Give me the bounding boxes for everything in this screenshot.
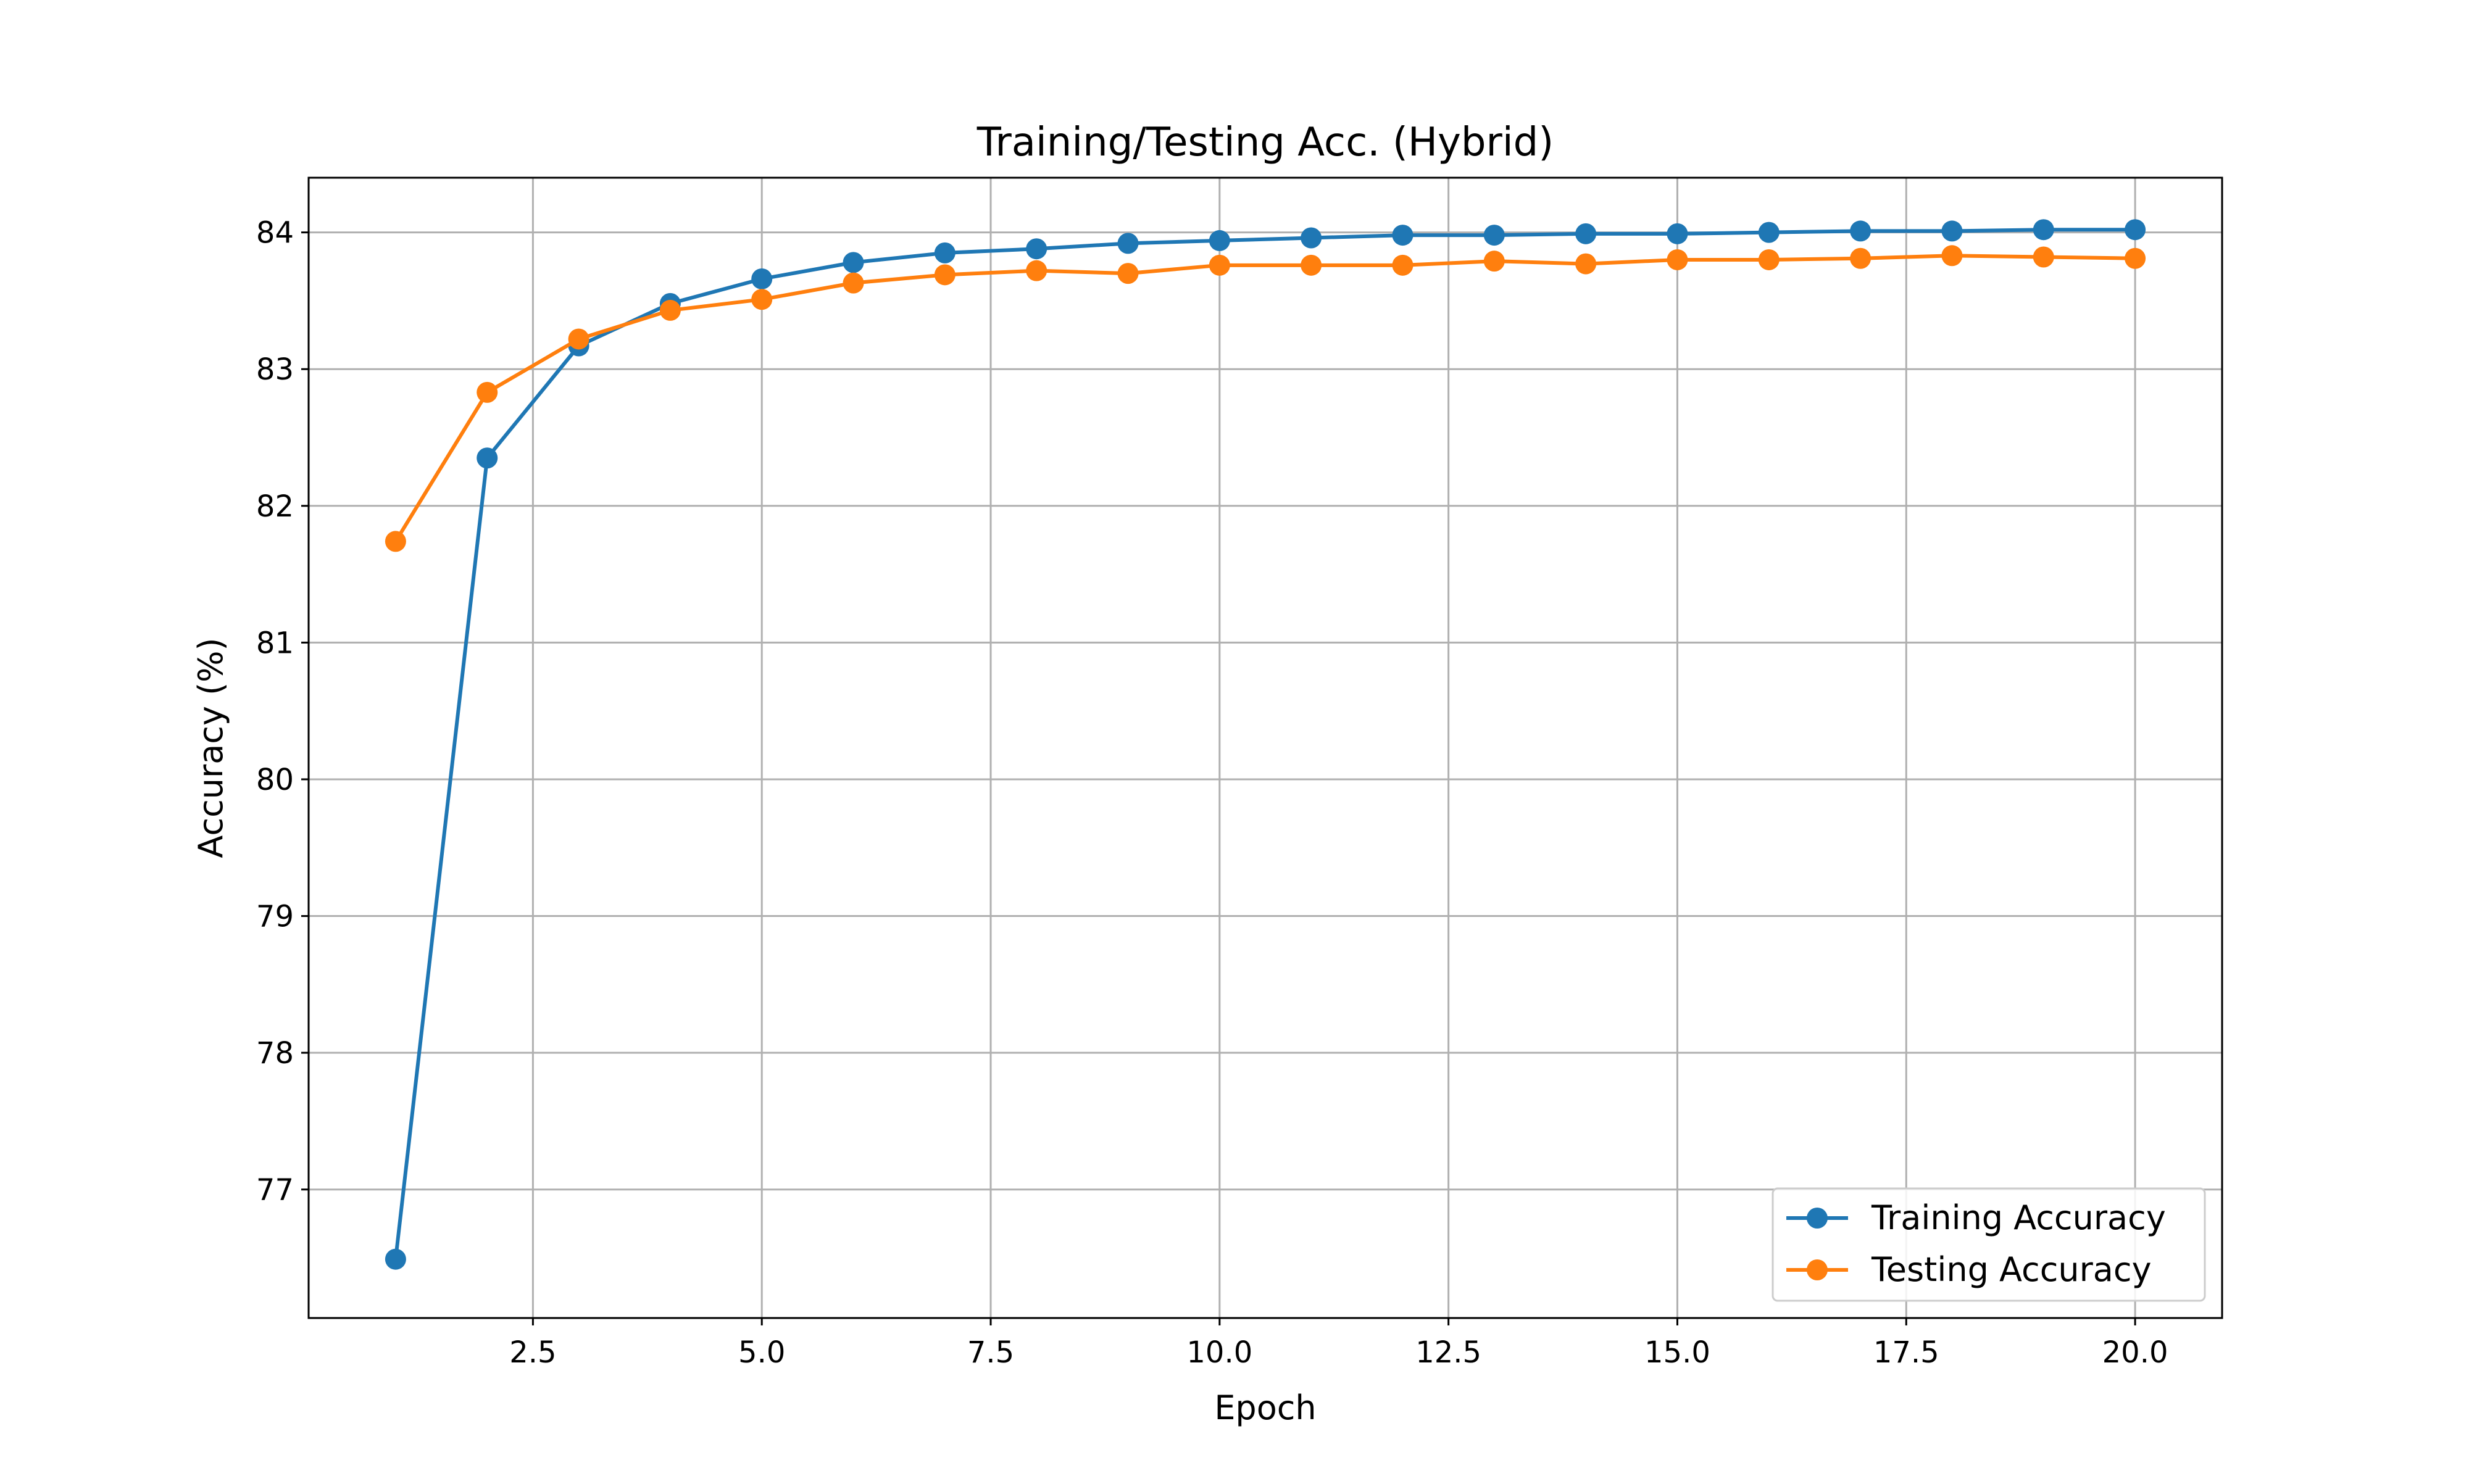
y-tick-label: 84 <box>256 216 294 251</box>
testing-accuracy-point <box>1758 249 1780 270</box>
training-accuracy-legend-marker <box>1807 1208 1828 1229</box>
training-accuracy-point <box>1301 227 1322 249</box>
testing-accuracy-point <box>659 299 681 321</box>
training-accuracy-point <box>1117 233 1139 254</box>
plot-area-frame <box>307 176 2223 1319</box>
training-accuracy-line <box>393 228 2136 1260</box>
y-tick-label: 81 <box>256 626 294 660</box>
y-tick-label: 82 <box>256 489 294 524</box>
grid-lines <box>309 178 2222 1318</box>
training-accuracy-legend-label: Training Accuracy <box>1871 1198 2166 1237</box>
testing-accuracy-point <box>1117 263 1139 284</box>
x-axis-label: Epoch <box>1214 1388 1316 1427</box>
testing-accuracy-line <box>394 254 2136 542</box>
training-accuracy-point <box>1392 225 1414 246</box>
y-tick-label: 79 <box>256 900 294 934</box>
training-accuracy-point <box>1575 223 1597 244</box>
y-tick-label: 80 <box>256 763 294 797</box>
testing-accuracy-point <box>385 531 406 552</box>
legend: Training Accuracy Testing Accuracy <box>1772 1187 2206 1302</box>
legend-box <box>1772 1187 2206 1302</box>
testing-accuracy-point <box>1301 254 1322 276</box>
training-accuracy-point <box>1850 220 1872 242</box>
training-accuracy-point <box>1941 220 1963 242</box>
training-accuracy-point <box>1209 230 1230 251</box>
training-accuracy-point <box>2125 219 2146 241</box>
training-accuracy-point <box>843 252 864 273</box>
testing-accuracy-series <box>385 245 2146 552</box>
x-tick-label: 10.0 <box>1186 1335 1252 1370</box>
testing-accuracy-point <box>1667 249 1688 270</box>
testing-accuracy-point <box>843 272 864 294</box>
testing-accuracy-point <box>1941 245 1963 267</box>
testing-accuracy-point <box>1392 254 1414 276</box>
testing-accuracy-point <box>477 381 498 403</box>
x-tick-label: 17.5 <box>1873 1335 1939 1370</box>
x-tick-label: 5.0 <box>738 1335 785 1370</box>
training-accuracy-point <box>1667 223 1688 244</box>
testing-accuracy-point <box>568 328 589 350</box>
y-tick-label: 77 <box>256 1173 294 1208</box>
training-accuracy-point <box>751 268 773 289</box>
training-accuracy-point <box>1758 222 1780 243</box>
testing-accuracy-point <box>1575 253 1597 275</box>
training-accuracy-point <box>477 447 498 469</box>
testing-accuracy-point <box>1483 251 1505 272</box>
testing-accuracy-point <box>1209 254 1230 276</box>
x-tick-label: 2.5 <box>509 1335 556 1370</box>
y-axis-label: Accuracy (%) <box>191 637 230 858</box>
testing-accuracy-legend-marker <box>1807 1259 1828 1280</box>
testing-accuracy-point <box>1026 260 1047 281</box>
y-tick-label: 78 <box>256 1036 294 1071</box>
x-axis-ticks: 2.5 5.0 7.5 10.0 12.5 15.0 17.5 20.0 <box>509 1318 2168 1370</box>
testing-accuracy-point <box>934 264 956 286</box>
testing-accuracy-legend-label: Testing Accuracy <box>1871 1250 2152 1289</box>
y-tick-label: 83 <box>256 352 294 387</box>
training-accuracy-point <box>2033 219 2054 241</box>
testing-accuracy-point <box>2125 247 2146 269</box>
series-group <box>385 219 2146 1270</box>
chart-title: Training/Testing Acc. (Hybrid) <box>976 120 1554 165</box>
x-tick-label: 20.0 <box>2102 1335 2168 1370</box>
training-accuracy-point <box>1026 238 1047 260</box>
training-accuracy-series <box>385 219 2146 1270</box>
training-accuracy-point <box>934 242 956 263</box>
y-axis-ticks: 77 78 79 80 81 82 83 84 <box>256 216 309 1208</box>
x-tick-label: 15.0 <box>1644 1335 1710 1370</box>
x-tick-label: 12.5 <box>1415 1335 1481 1370</box>
training-accuracy-point <box>1483 225 1505 246</box>
x-tick-label: 7.5 <box>967 1335 1014 1370</box>
testing-accuracy-point <box>751 289 773 310</box>
training-accuracy-point <box>385 1248 406 1270</box>
testing-accuracy-point <box>1850 247 1872 269</box>
testing-accuracy-point <box>2033 246 2054 268</box>
